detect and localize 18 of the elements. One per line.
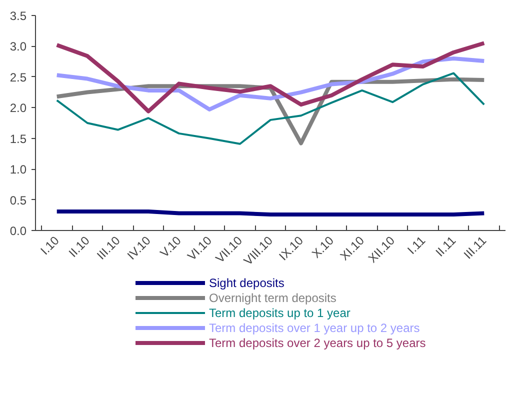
y-tick-label: 3.0 [10,40,27,54]
line-series [54,41,486,114]
text: Sight deposits [209,275,284,290]
text: Term deposits over 1 year up to 2 years [209,320,420,335]
x-tick-label: II.11 [432,233,459,260]
x-tick-label: I.10 [38,233,62,258]
y-tick-label: 0.5 [10,193,27,208]
text: Term deposits over 2 years up to 5 years [209,335,426,350]
x-tick-label: V.10 [157,233,184,260]
text: Term deposits up to 1 year [209,305,350,320]
x-tick-label: I.11 [404,233,428,257]
y-tick-label: 2.0 [10,101,27,116]
y-tick-label: 3.5 [10,9,27,23]
y-tick-label: 0.0 [10,224,27,238]
text: Overnight term deposits [209,290,336,305]
y-tick-label: 1.5 [10,132,27,146]
y-tick-label: 1.0 [10,162,27,177]
y-tick-label: 2.5 [10,70,27,84]
